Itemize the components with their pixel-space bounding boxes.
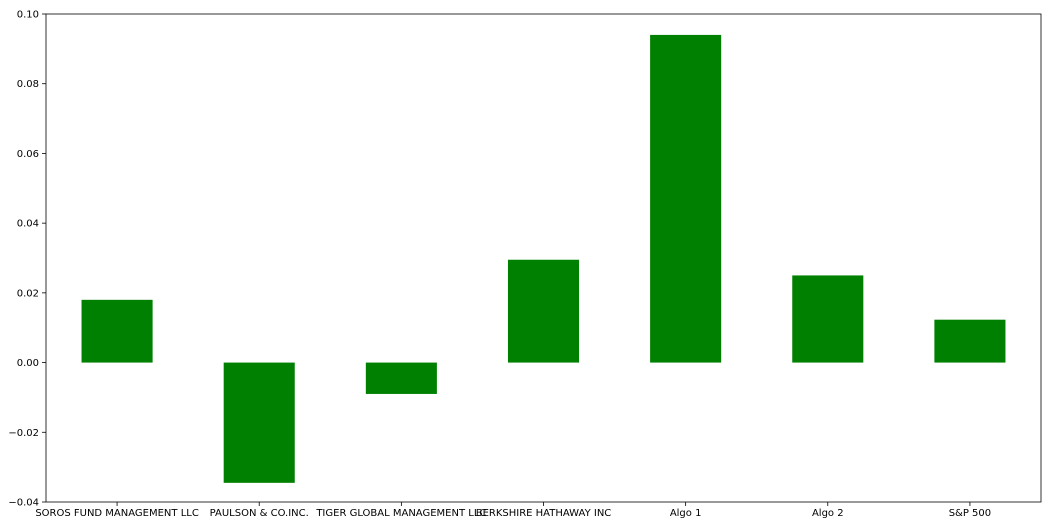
y-tick-label: 0.04 <box>17 219 39 230</box>
bar-5 <box>792 275 864 363</box>
y-tick-label: 0.00 <box>17 358 39 369</box>
y-tick-label: −0.04 <box>8 498 39 509</box>
bar-0 <box>81 299 153 363</box>
x-tick-label: Algo 1 <box>670 508 702 519</box>
bars-group <box>81 34 1006 483</box>
y-tick-label: 0.06 <box>17 149 39 160</box>
x-tick-label: PAULSON & CO.INC. <box>210 508 309 519</box>
plot-frame <box>45 13 1042 503</box>
y-tick-label: 0.08 <box>17 79 39 90</box>
bar-4 <box>650 34 722 363</box>
x-tick-label: BERKSHIRE HATHAWAY INC <box>476 508 612 519</box>
x-axis-ticks: SOROS FUND MANAGEMENT LLC PAULSON & CO.IN… <box>35 502 991 519</box>
bar-3 <box>507 259 580 363</box>
bar-6 <box>934 319 1006 363</box>
x-tick-label: TIGER GLOBAL MANAGEMENT LLC <box>315 508 486 519</box>
y-axis-ticks: −0.04 −0.02 0.00 0.02 0.04 0.06 0.08 0.10 <box>8 10 46 509</box>
x-tick-label: SOROS FUND MANAGEMENT LLC <box>35 508 199 519</box>
bar-2 <box>365 362 437 394</box>
y-tick-label: 0.02 <box>17 288 39 299</box>
y-tick-label: −0.02 <box>8 428 39 439</box>
y-tick-label: 0.10 <box>17 10 39 21</box>
x-tick-label: S&P 500 <box>949 508 991 519</box>
x-tick-label: Algo 2 <box>812 508 844 519</box>
bar-1 <box>223 362 295 483</box>
